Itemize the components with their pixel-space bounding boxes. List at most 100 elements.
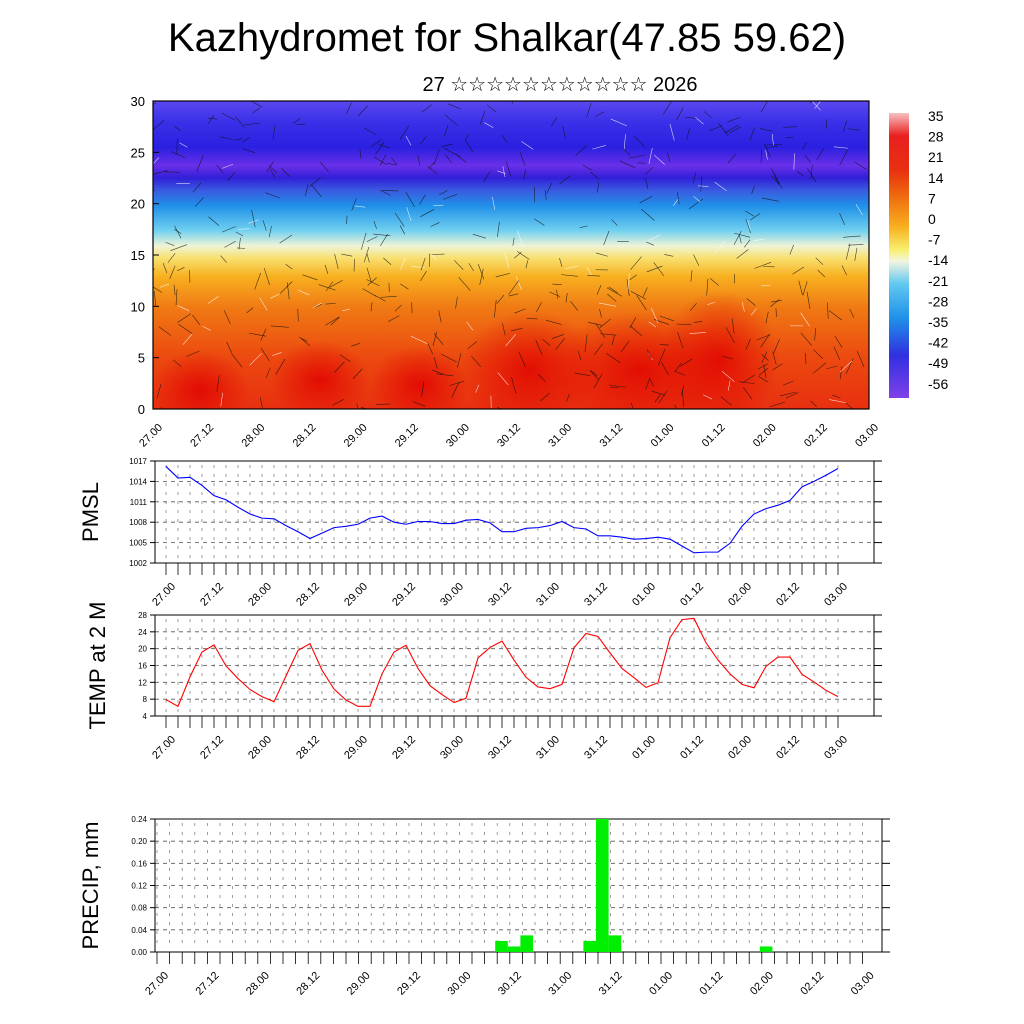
wind-vector (771, 175, 783, 189)
precip-bar (608, 935, 622, 952)
wind-vector (741, 302, 745, 312)
field-x-tick-label: 30.00 (444, 422, 472, 450)
precip-x-tick-label: 28.00 (244, 970, 272, 998)
wind-vector (504, 252, 510, 269)
wind-vector (611, 219, 618, 226)
precip-y-tick-label: 0.00 (131, 948, 147, 957)
wind-vector (833, 146, 849, 149)
wind-vector (448, 103, 461, 110)
precip-y-tick-label: 0.24 (131, 815, 147, 824)
wind-vector (497, 372, 509, 386)
precip-bar (520, 935, 533, 952)
wind-vector (405, 192, 415, 208)
wind-vector (182, 333, 193, 345)
wind-vector (555, 337, 565, 350)
wind-vector (192, 182, 202, 193)
wind-vector (680, 358, 693, 367)
wind-vector (346, 215, 348, 225)
wind-vector (815, 257, 824, 265)
wind-vector (159, 283, 170, 288)
wind-vector (672, 199, 679, 206)
wind-vector (224, 310, 231, 325)
wind-vector (734, 232, 751, 238)
wind-vector (511, 101, 513, 104)
wind-vector (756, 334, 771, 341)
wind-vector (502, 166, 506, 178)
wind-vector (208, 216, 220, 226)
y-tick-label: 25 (131, 145, 145, 160)
precip-y-tick-label: 0.16 (131, 859, 147, 868)
wind-vector (226, 341, 233, 354)
wind-vector (689, 332, 707, 334)
wind-vector (703, 111, 712, 118)
wind-vector (227, 171, 236, 181)
wind-vector (346, 102, 352, 114)
wind-vector (325, 316, 340, 326)
temp-y-tick-label: 4 (143, 712, 148, 721)
wind-vector (648, 234, 661, 241)
wind-vector (839, 149, 848, 166)
wind-vector (710, 278, 719, 286)
wind-vector (436, 373, 454, 377)
precip-x-tick-label: 31.00 (546, 970, 574, 998)
pmsl-x-tick-label: 28.12 (294, 581, 322, 609)
pmsl-axis-label: PMSL (78, 482, 103, 542)
wind-vector (565, 292, 568, 303)
wind-vector (479, 110, 486, 125)
wind-vector (546, 182, 553, 194)
wind-vector (387, 315, 400, 322)
wind-vector (695, 117, 704, 125)
wind-vector (266, 161, 274, 173)
wind-vector (845, 402, 854, 409)
wind-vector (511, 376, 517, 394)
precip-x-tick-label: 31.12 (597, 970, 625, 998)
wind-vector (514, 308, 526, 314)
temp-x-tick-label: 29.00 (342, 734, 370, 762)
wind-vector (216, 374, 220, 392)
wind-vector (783, 126, 797, 128)
wind-vector (399, 225, 406, 235)
colorbar-label: 21 (928, 149, 944, 165)
wind-vector (497, 221, 500, 238)
wind-vector (804, 154, 811, 163)
pmsl-x-tick-label: 28.00 (246, 581, 274, 609)
wind-vector (634, 136, 645, 147)
wind-vector (833, 346, 841, 361)
wind-vector (525, 260, 529, 269)
wind-vector (854, 161, 867, 170)
wind-vector (467, 341, 478, 350)
wind-vector (270, 293, 280, 299)
wind-vector (242, 148, 256, 154)
wind-vector (171, 151, 186, 158)
colorbar-label: -14 (928, 252, 948, 268)
pmsl-y-tick-label: 1014 (129, 477, 147, 486)
wind-vector (433, 357, 438, 369)
wind-vector (813, 349, 824, 360)
wind-vector (771, 133, 774, 146)
wind-vector (628, 273, 630, 290)
wind-vector (359, 149, 362, 159)
wind-vector (742, 374, 755, 384)
wind-vector (332, 399, 344, 406)
wind-vector (379, 154, 387, 166)
wind-vector (645, 177, 649, 189)
wind-vector (386, 162, 397, 166)
temp-x-tick-label: 02.00 (726, 734, 754, 762)
wind-vector (177, 305, 190, 312)
wind-vector (770, 168, 780, 184)
wind-vector (639, 195, 653, 204)
wind-vector (312, 302, 322, 309)
wind-vector (167, 253, 176, 263)
wind-vector (430, 222, 440, 227)
wind-vector (703, 394, 713, 400)
wind-vector (517, 230, 524, 247)
wind-vector (769, 402, 785, 408)
wind-vector (566, 393, 570, 402)
wind-vector (692, 172, 697, 184)
wind-vector (492, 196, 496, 210)
wind-vector (747, 220, 751, 230)
wind-vector (508, 280, 520, 295)
pmsl-x-tick-label: 30.12 (486, 581, 514, 609)
wind-vector (847, 128, 860, 131)
